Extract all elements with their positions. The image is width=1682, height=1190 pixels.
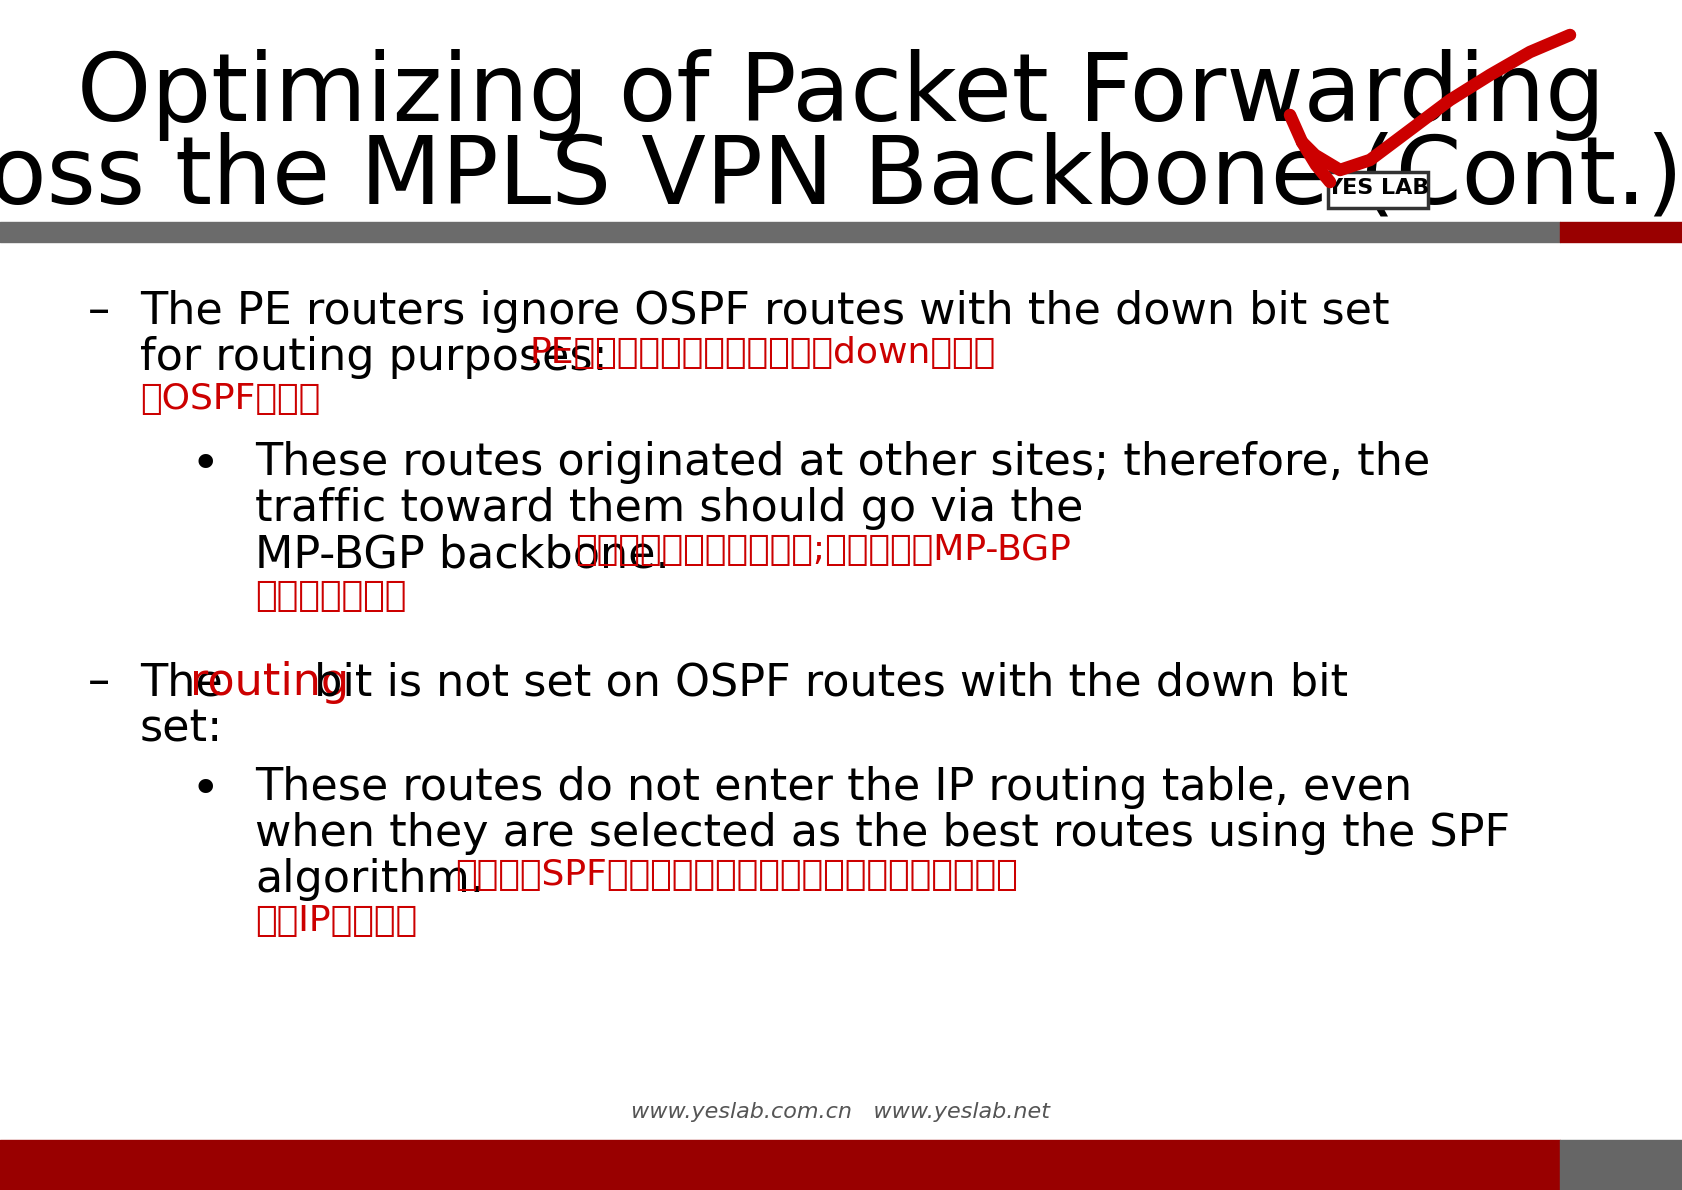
Text: www.yeslab.com.cn   www.yeslab.net: www.yeslab.com.cn www.yeslab.net [631,1102,1050,1122]
Text: YES LAB: YES LAB [1325,178,1428,198]
Text: These routes originated at other sites; therefore, the: These routes originated at other sites; … [256,441,1430,484]
Text: PE路由器忽略用于路由目的的down位设置: PE路由器忽略用于路由目的的down位设置 [530,336,996,370]
Text: These routes do not enter the IP routing table, even: These routes do not enter the IP routing… [256,766,1411,809]
Bar [1327,173,1426,208]
Text: –: – [87,660,109,704]
Text: Optimizing of Packet Forwarding: Optimizing of Packet Forwarding [77,49,1605,140]
Text: when they are selected as the best routes using the SPF: when they are selected as the best route… [256,812,1509,854]
Text: –: – [87,290,109,333]
Text: traffic toward them should go via the: traffic toward them should go via the [256,487,1083,530]
Text: set:: set: [140,707,224,750]
Text: algorithm.: algorithm. [256,858,484,901]
Text: bit is not set on OSPF routes with the down bit: bit is not set on OSPF routes with the d… [299,660,1347,704]
Text: 即使使用SPF算法将它们选为最佳路由，这些路由也不会: 即使使用SPF算法将它们选为最佳路由，这些路由也不会 [454,858,1018,892]
Text: The PE routers ignore OSPF routes with the down bit set: The PE routers ignore OSPF routes with t… [140,290,1389,333]
Text: The: The [140,660,237,704]
Text: •: • [190,766,220,814]
Text: 的OSPF路由：: 的OSPF路由： [140,382,320,416]
Text: 骨干网的流量。: 骨干网的流量。 [256,580,405,613]
Text: for routing purposes:: for routing purposes: [140,336,621,378]
Text: routing: routing [190,660,348,704]
Text: •: • [190,441,220,489]
Text: Across the MPLS VPN Backbone (Cont.): Across the MPLS VPN Backbone (Cont.) [0,131,1682,223]
Text: 进入IP路由表。: 进入IP路由表。 [256,904,417,938]
Text: MP-BGP backbone.: MP-BGP backbone. [256,533,669,576]
Text: 这些路线起源于其他地点;因此，通过MP-BGP: 这些路线起源于其他地点;因此，通过MP-BGP [575,533,1070,566]
